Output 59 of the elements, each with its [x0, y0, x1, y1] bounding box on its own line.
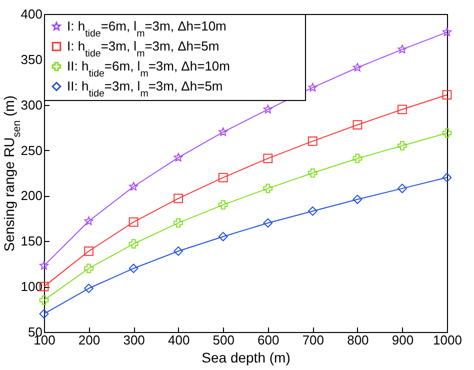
point — [352, 194, 362, 204]
point — [263, 218, 273, 228]
legend-label: II: h$_{tide}$=6m, l$_{m}$=3m, Δh=10m — [67, 58, 230, 79]
point — [39, 309, 49, 319]
point — [352, 154, 362, 164]
point — [442, 172, 452, 182]
point — [308, 168, 318, 178]
y-tick-label: 150 — [20, 234, 42, 249]
x-tick-label: 1000 — [433, 332, 462, 348]
point — [174, 218, 184, 228]
point — [352, 120, 362, 130]
point — [84, 216, 94, 226]
point — [174, 194, 184, 204]
point — [128, 239, 138, 249]
x-tick-label: 900 — [392, 332, 414, 348]
point — [398, 141, 407, 150]
legend-label: II: h$_{tide}$=3m, l$_{m}$=3m, Δh=5m — [67, 78, 223, 99]
point — [218, 232, 228, 242]
point — [442, 27, 452, 36]
point — [39, 296, 49, 305]
point — [174, 152, 183, 162]
point — [442, 90, 452, 100]
x-tick-label: 700 — [302, 332, 324, 348]
point — [398, 184, 407, 194]
x-axis-title: Sea depth (m) — [202, 350, 290, 366]
point — [218, 127, 228, 136]
point — [263, 104, 272, 114]
point — [40, 260, 48, 270]
point — [129, 182, 138, 191]
point — [398, 104, 407, 114]
x-tick-label: 200 — [78, 332, 100, 348]
x-tick-label: 800 — [347, 332, 369, 348]
point — [218, 172, 228, 182]
y-tick-label: 250 — [20, 142, 42, 158]
point — [263, 184, 273, 194]
x-tick-label: 600 — [258, 332, 280, 348]
point — [308, 82, 318, 92]
point — [263, 154, 273, 164]
x-tick-label: 500 — [212, 332, 234, 348]
legend-label: I: h$_{tide}$=3m, l$_{m}$=3m, Δh=5m — [67, 38, 220, 59]
point — [84, 264, 94, 274]
point — [308, 206, 318, 216]
x-tick-label: 300 — [123, 332, 145, 348]
point — [352, 62, 362, 72]
point — [128, 264, 138, 274]
point — [84, 246, 94, 256]
y-tick-label: 300 — [20, 97, 42, 112]
legend-label: I: h$_{tide}$=6m, l$_{m}$=3m, Δh=10m — [67, 18, 226, 39]
point — [398, 44, 407, 54]
point — [308, 136, 318, 146]
point — [442, 128, 452, 138]
point — [218, 200, 228, 210]
x-tick-label: 400 — [168, 332, 190, 348]
y-tick-label: 400 — [20, 6, 42, 22]
y-tick-label: 350 — [20, 52, 42, 67]
point — [84, 284, 94, 294]
point — [174, 246, 184, 256]
point — [128, 217, 138, 227]
y-tick-label: 200 — [20, 188, 42, 204]
